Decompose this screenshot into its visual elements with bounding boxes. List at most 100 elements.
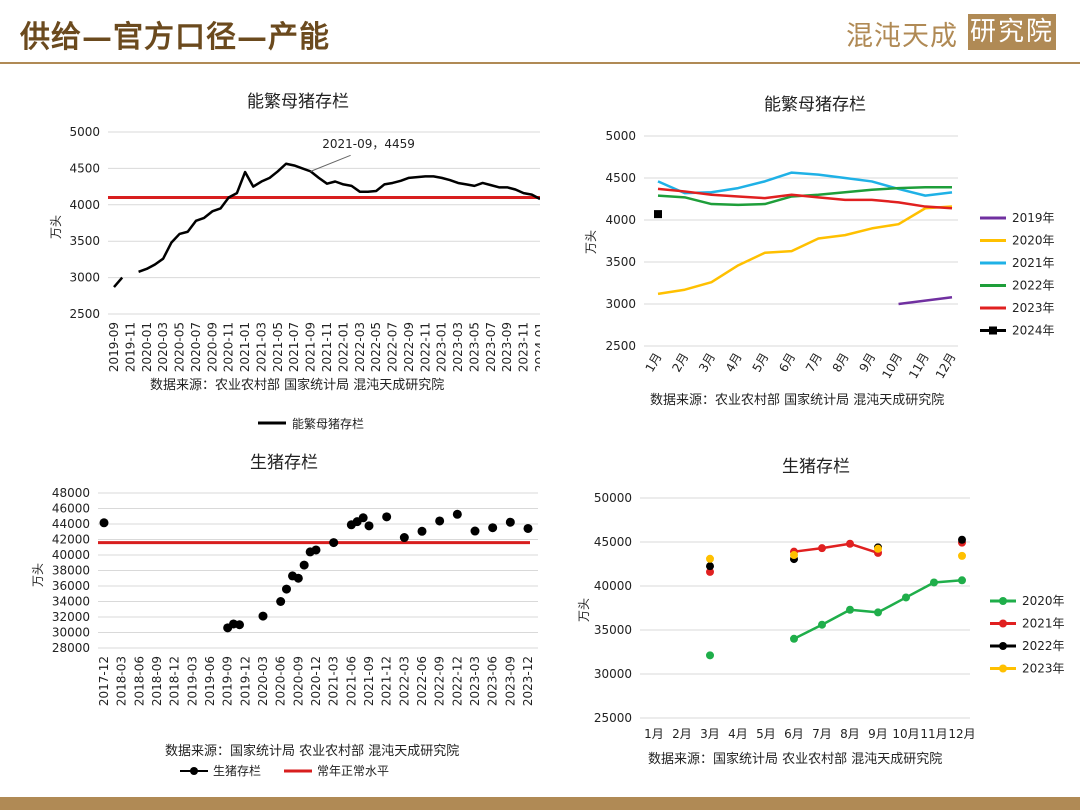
series-marker	[706, 554, 714, 563]
series-marker	[958, 576, 966, 585]
series-marker	[846, 605, 854, 614]
series-line	[138, 162, 540, 273]
x-tick-label: 2019-09	[107, 322, 121, 372]
legend-marker	[999, 619, 1007, 628]
x-tick-label: 2020-09	[291, 656, 305, 706]
scatter-point	[358, 513, 368, 523]
legend-marker	[999, 664, 1007, 673]
x-tick-label: 2020-12	[309, 656, 323, 706]
x-tick-label: 10月	[892, 727, 919, 741]
x-tick-label: 2017-12	[97, 656, 111, 706]
x-tick-label: 8月	[840, 727, 860, 741]
x-tick-label: 2019-03	[185, 656, 199, 706]
chart-title: 生猪存栏	[782, 457, 850, 477]
y-tick-label: 4000	[69, 198, 100, 212]
scatter-point	[382, 512, 392, 522]
y-tick-label: 4500	[605, 171, 636, 185]
chart-title: 能繁母猪存栏	[764, 95, 866, 115]
x-tick-label: 2021-01	[238, 322, 252, 372]
x-tick-label: 2021-12	[380, 656, 394, 706]
scatter-point	[299, 560, 309, 570]
y-tick-label: 46000	[52, 502, 90, 516]
y-tick-label: 3500	[605, 255, 636, 269]
source-note: 数据来源：农业农村部 国家统计局 混沌天成研究院	[650, 392, 944, 408]
y-tick-label: 40000	[52, 548, 90, 562]
legend-label: 2022年	[1012, 279, 1055, 293]
x-tick-label: 12月	[948, 727, 975, 741]
y-axis-label: 万头	[577, 598, 591, 622]
y-tick-label: 3000	[605, 297, 636, 311]
y-tick-label: 3500	[69, 234, 100, 248]
x-tick-label: 2023-03	[451, 322, 465, 372]
x-tick-label: 2018-03	[115, 656, 129, 706]
source-note: 数据来源：农业农村部 国家统计局 混沌天成研究院	[150, 377, 444, 393]
y-tick-label: 30000	[594, 667, 632, 681]
series-line	[657, 187, 953, 210]
x-tick-label: 2022-05	[369, 322, 383, 372]
x-tick-label: 2020-01	[140, 322, 154, 372]
x-tick-label: 3月	[700, 727, 720, 741]
source-note: 数据来源：国家统计局 农业农村部 混沌天成研究院	[648, 751, 942, 767]
series-line	[657, 171, 953, 197]
x-tick-label: 7月	[812, 727, 832, 741]
x-tick-label: 2020-05	[173, 322, 187, 372]
series-marker	[818, 620, 826, 629]
series-line	[898, 296, 953, 306]
scatter-point	[235, 620, 245, 630]
legend-label: 生猪存栏	[213, 763, 261, 778]
x-tick-label: 2021-03	[254, 322, 268, 372]
chart-title: 能繁母猪存栏	[247, 92, 349, 112]
x-tick-label: 2019-06	[203, 656, 217, 706]
x-tick-label: 2021-11	[320, 322, 334, 372]
series-marker	[958, 551, 966, 560]
scatter-point	[488, 523, 498, 533]
scatter-point	[399, 533, 409, 543]
x-tick-label: 2022-09	[433, 656, 447, 706]
y-tick-label: 35000	[594, 623, 632, 637]
y-tick-label: 36000	[52, 579, 90, 593]
breeding-sow-yearly-chart: 2500 3000 3500 4000 4500 5000 能繁母猪存栏数据来源：农业农村部…	[584, 95, 1055, 408]
x-tick-label: 4月	[728, 727, 748, 741]
x-tick-label: 2021-09	[362, 656, 376, 706]
y-tick-label: 5000	[69, 125, 100, 139]
x-tick-label: 7月	[803, 351, 825, 375]
x-tick-label: 4月	[723, 351, 745, 375]
y-tick-label: 40000	[594, 579, 632, 593]
scatter-point	[417, 526, 427, 536]
x-tick-label: 10月	[879, 351, 905, 382]
series-marker	[930, 578, 938, 587]
logo-box: 研究院	[968, 14, 1056, 50]
x-tick-label: 5月	[750, 351, 772, 375]
y-tick-label: 32000	[52, 610, 90, 624]
legend-label: 2021年	[1012, 256, 1055, 270]
y-tick-label: 34000	[52, 595, 90, 609]
x-tick-label: 1月	[643, 351, 665, 375]
series-marker	[902, 593, 910, 602]
scatter-point	[523, 523, 533, 533]
x-tick-label: 11月	[920, 727, 947, 741]
x-tick-label: 6月	[776, 351, 798, 375]
source-note: 数据来源：国家统计局 农业农村部 混沌天成研究院	[165, 743, 459, 759]
x-tick-label: 2023-09	[503, 656, 517, 706]
scatter-point	[276, 597, 286, 606]
x-tick-label: 2020-03	[256, 656, 270, 706]
scatter-point	[281, 584, 291, 594]
scatter-point	[452, 509, 462, 519]
x-tick-label: 2020-07	[189, 322, 203, 372]
y-tick-label: 4500	[69, 161, 100, 175]
x-tick-label: 2022-09	[402, 322, 416, 372]
chart-title: 生猪存栏	[250, 453, 318, 473]
x-tick-label: 2023-03	[468, 656, 482, 706]
series-marker	[958, 535, 966, 544]
x-tick-label: 2023-01	[435, 322, 449, 372]
y-axis-label: 万头	[49, 215, 63, 239]
x-tick-label: 2023-11	[517, 322, 531, 372]
breeding-sow-trend-chart: 250030003500400045005000能繁母猪存栏数据来源：农业农村部…	[49, 92, 540, 431]
y-tick-label: 42000	[52, 533, 90, 547]
y-axis-label: 万头	[31, 563, 45, 587]
x-tick-label: 2022-01	[336, 322, 350, 372]
series-line	[113, 276, 124, 288]
x-tick-label: 2019-09	[221, 656, 235, 706]
x-tick-label: 2018-09	[150, 656, 164, 706]
legend-marker	[999, 642, 1007, 650]
